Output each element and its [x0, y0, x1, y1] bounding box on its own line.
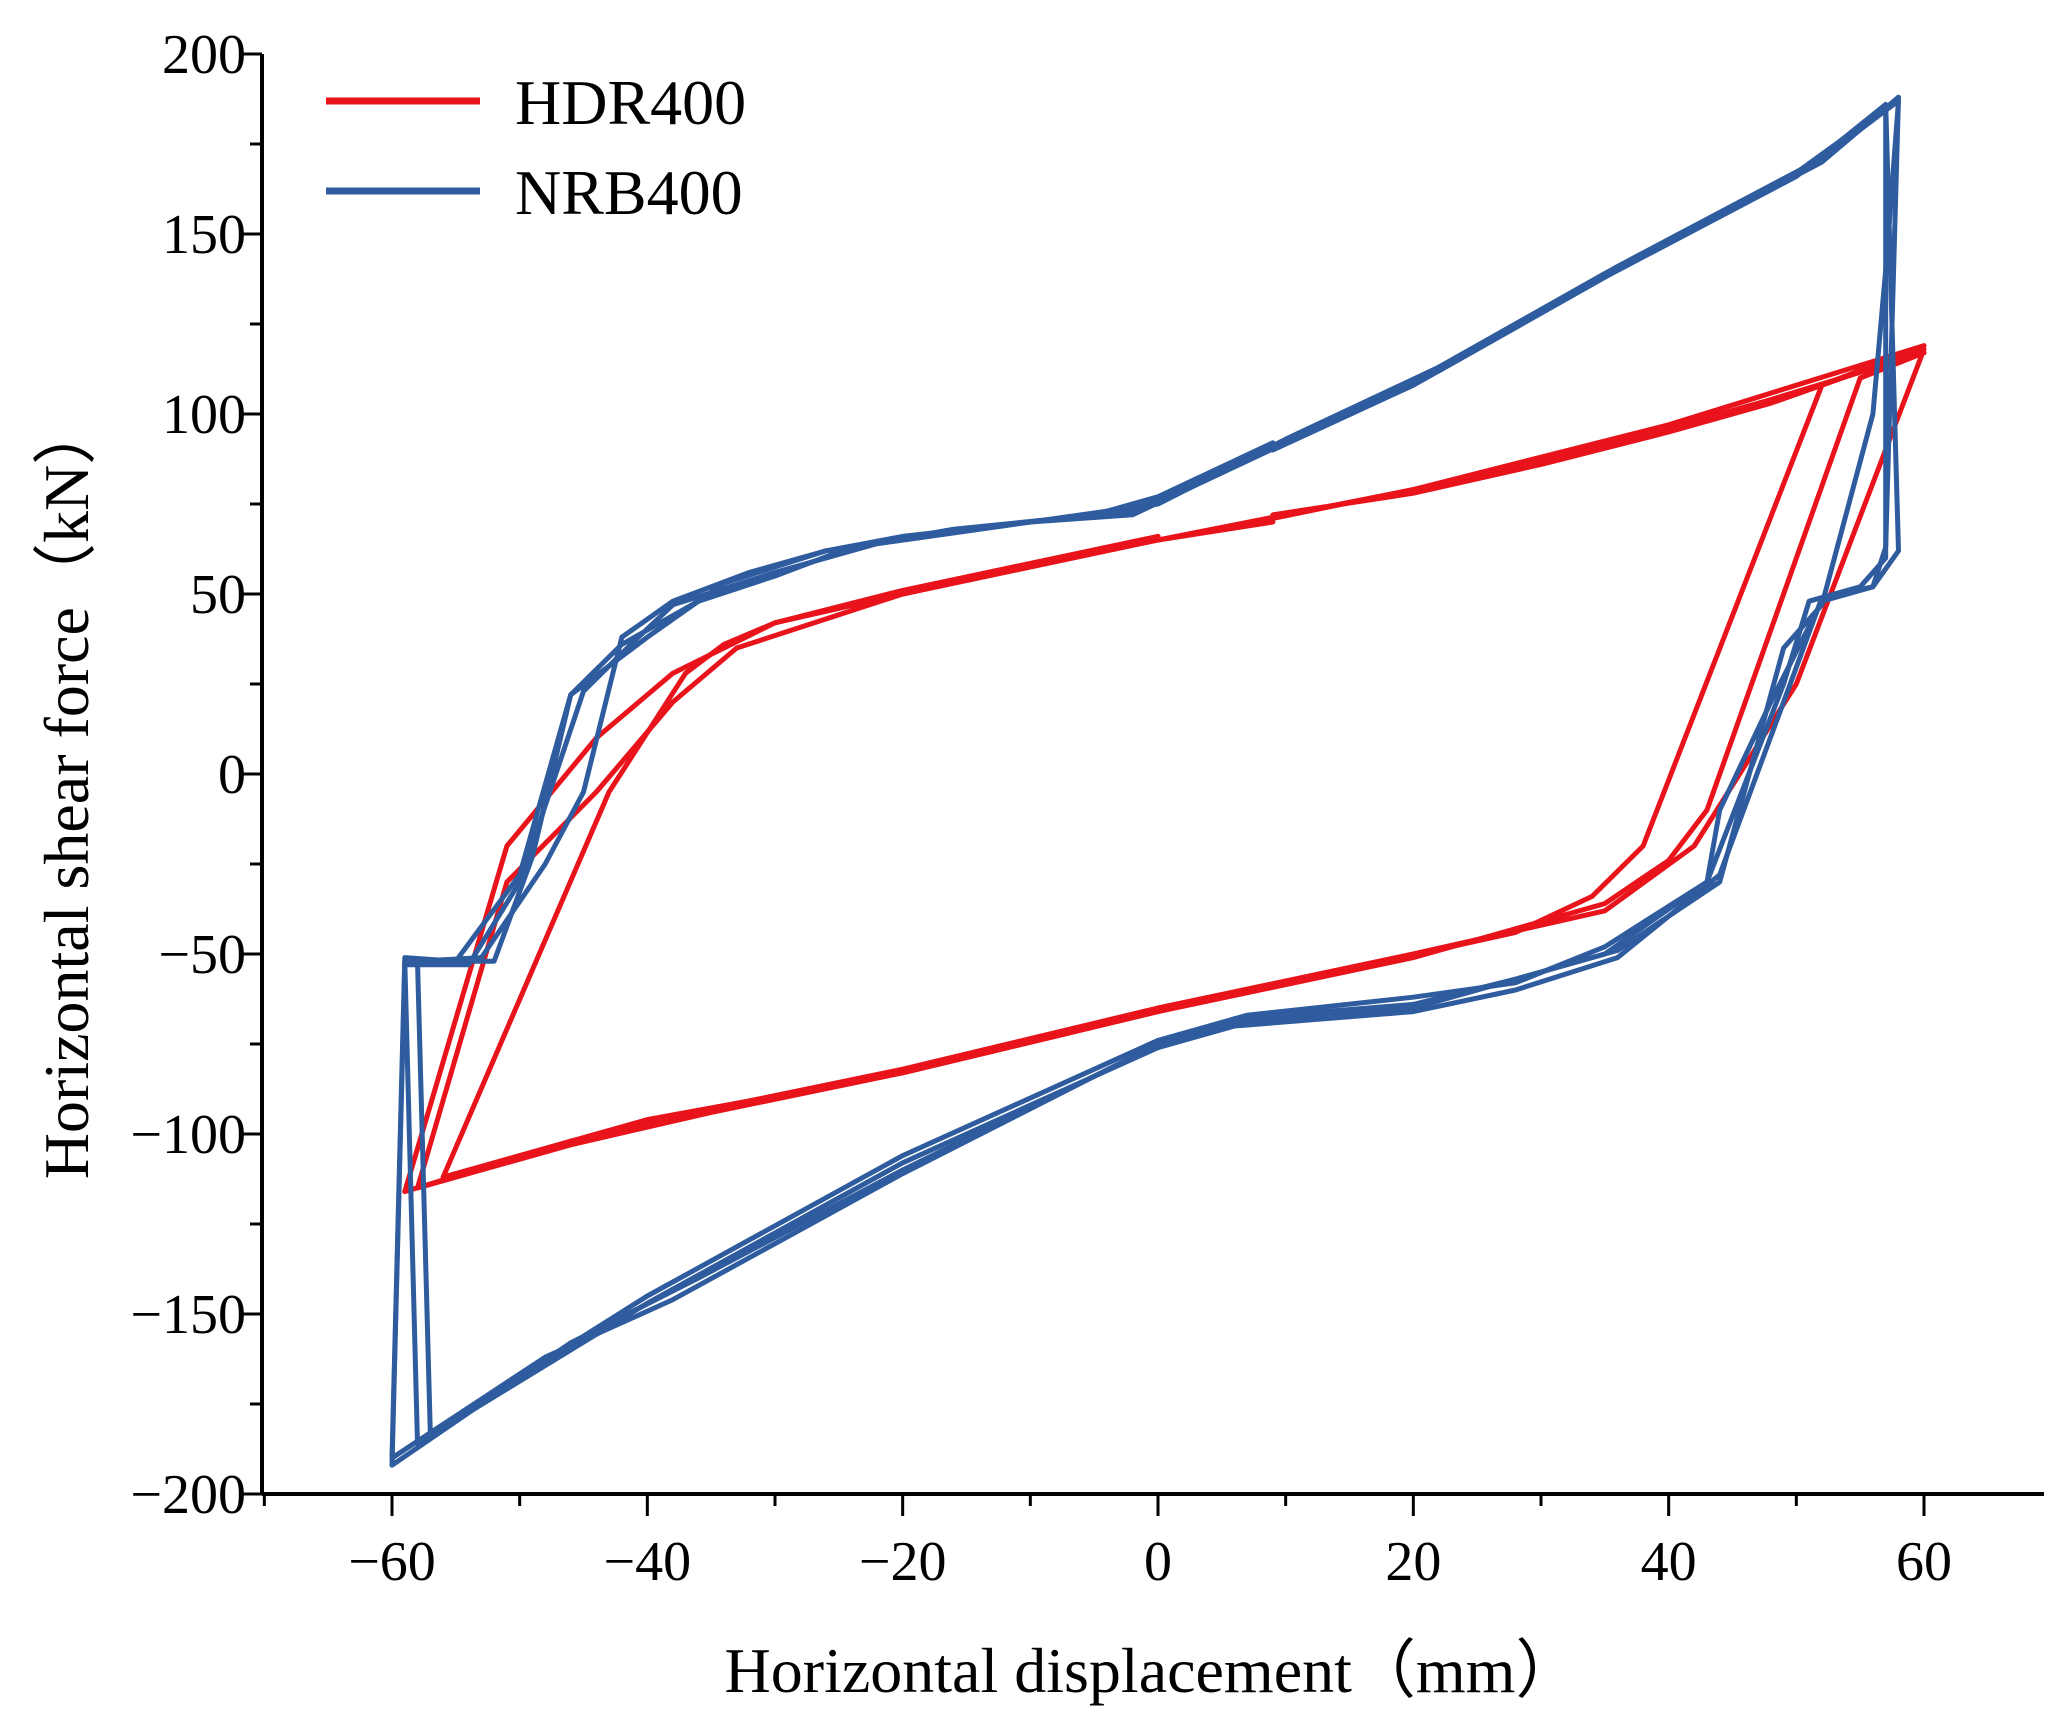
y-axis-title: Horizontal shear force（kN）	[31, 401, 102, 1179]
series-nrb400-loop-1	[415, 101, 1901, 1436]
x-tick-label: −60	[348, 1531, 436, 1593]
ticks-layer: −60 −40 −20 0 20 40 60−200−150−100−50050100150…	[130, 24, 1952, 1593]
series-nrb400-loop-4	[389, 98, 1901, 1461]
labels-layer: Horizontal displacement（mm） Horizontal s…	[31, 401, 1579, 1706]
series-layer	[389, 94, 1927, 1468]
legend: HDR400 NRB400	[326, 67, 746, 228]
series-hdr400-loop-1	[402, 346, 1927, 1195]
y-tick-label: 200	[162, 24, 246, 86]
x-tick-label: −40	[604, 1531, 692, 1593]
series-nrb400-loop-2	[402, 105, 1889, 1447]
x-axis-title: Horizontal displacement（mm）	[725, 1635, 1580, 1706]
y-tick-label: 0	[218, 744, 246, 806]
series-hdr400-loop-2	[415, 350, 1927, 1191]
y-tick-label: −150	[130, 1284, 246, 1346]
x-tick-label: 0	[1144, 1531, 1172, 1593]
y-tick-label: 50	[190, 564, 246, 626]
axes-layer	[260, 54, 2044, 1496]
y-tick-label: −100	[130, 1104, 246, 1166]
y-tick-label: −200	[130, 1464, 246, 1526]
y-tick-label: 150	[162, 204, 246, 266]
y-tick-label: −50	[158, 924, 246, 986]
series-hdr400-loop-3	[440, 343, 1927, 1180]
x-tick-label: 60	[1896, 1531, 1952, 1593]
x-tick-label: −20	[859, 1531, 947, 1593]
x-tick-label: 20	[1385, 1531, 1441, 1593]
x-tick-label: 40	[1641, 1531, 1697, 1593]
legend-label-hdr400: HDR400	[515, 67, 746, 138]
legend-label-nrb400: NRB400	[515, 157, 743, 228]
y-tick-label: 100	[162, 384, 246, 446]
